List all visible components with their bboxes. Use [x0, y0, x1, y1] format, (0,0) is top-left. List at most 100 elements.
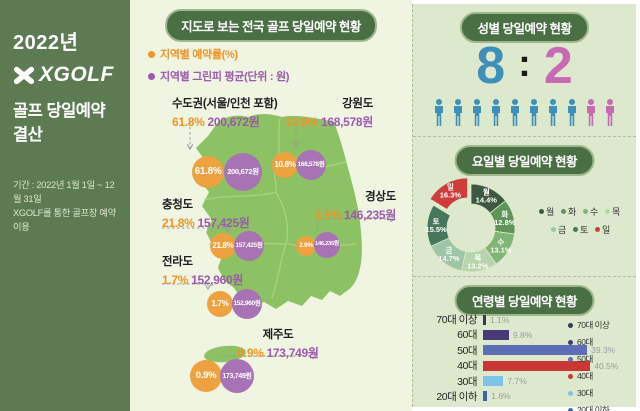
age-bar-row-30대: 30대 7.7%	[421, 375, 567, 388]
age-category-label: 20대 이하	[436, 390, 477, 403]
age-bar	[483, 360, 591, 371]
age-bar-value: 7.7%	[507, 376, 527, 387]
legend-label: 70대 이상	[577, 320, 610, 330]
legend-dot	[539, 209, 544, 214]
gender-icon-row	[413, 98, 636, 128]
legend-label: 20대 이하	[577, 405, 610, 411]
female-ratio-number: 2	[543, 37, 573, 95]
map-legend-fee: 지역별 그린피 평균(단위 : 원)	[148, 68, 289, 84]
region-name: 충청도	[162, 199, 193, 211]
rate-bubble-jeolla: 1.7%	[207, 291, 233, 317]
region-fee: 168,578원	[320, 115, 373, 129]
region-label-gangwon: 강원도 10.8% 168,578원	[285, 95, 373, 130]
fee-bubble-chungcheong: 157,425원	[234, 231, 264, 261]
region-fee: 157,425원	[197, 216, 250, 230]
legend-label: 50대	[577, 354, 593, 364]
weekday-panel-title: 요일별 당일예약 현황	[454, 145, 595, 176]
fee-legend-dot	[148, 72, 155, 80]
donut-slice-label: 수 13.1%	[490, 237, 512, 254]
age-legend-item-20대 이하: 20대 이하	[568, 404, 630, 411]
donut-slice-label: 월 14.4%	[476, 187, 498, 205]
rate-bubble-sudogwon: 61.8%	[192, 156, 224, 188]
legend-dot	[568, 373, 573, 379]
age-legend-item-60대: 60대	[568, 336, 630, 348]
age-legend-item-40대: 40대	[568, 370, 630, 382]
age-category-label: 30대	[457, 375, 477, 388]
region-rate: 0.9%	[237, 346, 264, 360]
xgolf-logo-text: XGOLF	[39, 63, 114, 86]
age-category-label: 60대	[457, 329, 477, 342]
sidebar-title: 골프 당일예약 결산	[13, 102, 106, 144]
region-name: 전라도	[162, 256, 193, 268]
legend-dot	[594, 227, 600, 232]
rate-legend-dot	[148, 50, 155, 58]
legend-label: 일	[601, 225, 610, 235]
donut-slice-label: 화 12.8%	[494, 209, 516, 227]
region-name: 제주도	[262, 329, 294, 341]
legend-label: 60대	[577, 337, 593, 347]
age-bar-value: 1.6%	[491, 391, 511, 402]
region-fee: 146,235원	[343, 208, 396, 222]
map-legend-rate: 지역별 예약률(%)	[148, 46, 289, 62]
sidebar-period: 기간 : 2022년 1월 1일 ~ 12월 31일 XGOLF를 통한 골프장…	[13, 179, 118, 235]
map-section: 지도로 보는 전국 골프 당일예약 현황 지역별 예약률(%) 지역별 그린피 …	[130, 0, 412, 411]
weekday-panel: 요일별 당일예약 현황 월 14.4% 화 12.8% 수 13.1% 목 13.2% 금 14.…	[413, 136, 636, 276]
region-name: 강원도	[342, 98, 373, 110]
sidebar-period-line2: XGOLF를 통한 골프장 예약 이용	[13, 207, 116, 232]
donut-slice-label: 금 14.7%	[438, 246, 460, 263]
legend-dot	[551, 227, 556, 232]
age-bar	[483, 329, 509, 340]
rate-bubble-gyeongsang: 2.9%	[296, 236, 316, 256]
age-panel: 연령별 당일예약 현황 70대 이상 1.1% 60대 9.8% 50대 39.3% 40대…	[413, 276, 636, 411]
weekday-legend-item-토: 토	[572, 223, 588, 236]
legend-label: 토	[579, 225, 588, 235]
region-label-sudogwon: 수도권(서울/인천 포함) 61.8% 200,672원	[172, 95, 278, 130]
legend-label: 금	[558, 225, 566, 235]
legend-dot	[568, 407, 573, 411]
age-bar-value: 39.3%	[591, 345, 616, 356]
gender-panel-title: 성별 당일예약 현황	[459, 12, 590, 43]
rate-bubble-gangwon: 10.8%	[272, 152, 298, 178]
age-bar-value: 1.1%	[490, 314, 510, 325]
legend-label: 30대	[577, 388, 593, 398]
age-bar	[483, 314, 486, 325]
donut-slice-토	[426, 204, 452, 247]
age-bar-chart: 70대 이상 1.1% 60대 9.8% 50대 39.3% 40대 40.5% 30대 7.7%…	[421, 313, 618, 405]
weekday-legend-item-금: 금	[551, 223, 566, 236]
ratio-colon: :	[518, 43, 531, 85]
female-person-icon	[587, 99, 595, 126]
region-rate: 61.8%	[172, 115, 205, 129]
legend-dot	[572, 227, 578, 232]
legend-dot	[568, 390, 573, 396]
weekday-donut-chart: 월 14.4% 화 12.8% 수 13.1%목 13.2% 금 14.7% 토 15.5% 일 16.…	[425, 177, 516, 273]
region-label-jeolla: 전라도 1.7% 152,960원	[162, 253, 243, 288]
jeju-island-shape	[204, 345, 246, 363]
donut-slice-label: 목 13.2%	[467, 253, 489, 270]
leader-lines	[162, 122, 394, 356]
age-bar	[483, 376, 504, 387]
fee-bubble-jeju: 173,749원	[220, 359, 254, 393]
male-person-icon	[530, 99, 538, 126]
age-bar-row-20대 이하: 20대 이하 1.6%	[421, 390, 567, 403]
legend-label: 40대	[577, 371, 593, 381]
fee-bubble-sudogwon: 200,672원	[224, 153, 262, 191]
age-category-label: 70대 이상	[436, 314, 477, 326]
age-bar-value: 9.8%	[512, 329, 533, 340]
age-legend-item-50대: 50대	[568, 353, 630, 365]
gender-ratio: 8 : 2	[413, 40, 636, 92]
weekday-legend-item-수: 수	[582, 205, 598, 218]
fee-bubble-jeolla: 152,960원	[232, 289, 262, 319]
fee-bubble-gyeongsang: 146,235원	[314, 232, 340, 258]
region-rate: 10.8%	[285, 115, 318, 129]
donut-slice-label: 일 16.3%	[440, 181, 462, 199]
region-fee: 152,960원	[191, 273, 244, 287]
region-fee: 173,749원	[266, 346, 319, 360]
weekday-legend-item-월: 월	[539, 205, 554, 218]
age-bar	[483, 345, 588, 356]
male-person-icon	[549, 99, 557, 126]
fee-legend-label: 지역별 그린피 평균(단위 : 원)	[160, 71, 290, 83]
